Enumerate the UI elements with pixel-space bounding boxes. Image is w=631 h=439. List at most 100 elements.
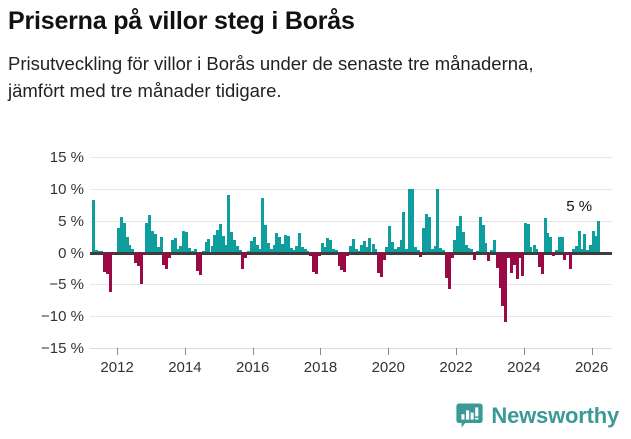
bar [408, 188, 412, 253]
bar [410, 189, 414, 253]
bar [120, 216, 124, 253]
plot-area: 5 % [90, 157, 612, 349]
bar [258, 249, 262, 253]
x-axis-tick-label: 2018 [303, 359, 338, 376]
bar [182, 231, 186, 253]
bar [300, 246, 304, 253]
bar [597, 220, 601, 253]
newsworthy-logo[interactable]: Newsworthy [456, 402, 619, 429]
bar [297, 232, 301, 253]
bar [492, 239, 496, 253]
bar [252, 236, 256, 253]
bar [532, 245, 536, 253]
bar [495, 252, 499, 268]
bar [190, 250, 194, 253]
bar [382, 252, 386, 260]
bar [329, 240, 333, 253]
gridline [90, 157, 612, 158]
bar [111, 252, 115, 255]
bar [337, 252, 341, 266]
bar [224, 244, 228, 253]
bar [583, 234, 587, 253]
bar [281, 244, 285, 253]
bar [213, 234, 217, 253]
bar [241, 252, 245, 270]
bar [535, 249, 539, 253]
bar [326, 237, 330, 253]
bar [416, 249, 420, 253]
bar [215, 229, 219, 253]
x-axis-tick-label: 2016 [236, 359, 270, 376]
bar [402, 212, 406, 253]
chart-footer: Newsworthy [0, 398, 631, 439]
x-axis-tick [523, 348, 525, 355]
y-axis-tick-label: −10 % [41, 308, 84, 326]
bar [374, 249, 378, 253]
chart-subtitle: Prisutveckling för villor i Borås under … [8, 53, 534, 101]
bar [425, 214, 429, 253]
chart-figure: 15 % 10 % 5 % 0 % −5 % −10 % −15 % 5 % 2012 201… [0, 145, 631, 395]
bar [348, 246, 352, 253]
bar [148, 214, 152, 253]
bar [388, 226, 392, 253]
bar [289, 248, 293, 253]
bar [450, 252, 454, 259]
bar [272, 244, 276, 253]
bar [442, 249, 446, 253]
x-axis-tick-label: 2014 [168, 359, 202, 376]
bar [261, 197, 265, 253]
x-axis-tick [388, 348, 390, 355]
bar [577, 231, 581, 253]
bar [456, 226, 460, 253]
bar [170, 239, 174, 253]
bar [537, 252, 541, 267]
page-title: Priserna på villor steg i Borås [8, 7, 355, 35]
bar [560, 236, 564, 253]
y-axis-tick-label: 5 % [58, 212, 84, 230]
bar [196, 252, 200, 271]
bar [588, 245, 592, 253]
bar [430, 249, 434, 253]
bar [202, 251, 206, 253]
bar [518, 252, 522, 259]
bar [436, 188, 440, 253]
bar [306, 250, 310, 253]
bar [490, 249, 494, 253]
bar [419, 252, 423, 257]
bar [385, 247, 389, 253]
bar [580, 249, 584, 253]
y-axis-tick-label: −15 % [41, 340, 84, 357]
x-axis-tick-label: 2020 [371, 359, 405, 376]
bar [312, 252, 316, 272]
bar [142, 252, 146, 256]
bar [105, 252, 109, 275]
bar [168, 252, 172, 259]
bar [207, 239, 211, 253]
bar-chart-speech-bubble-icon [456, 402, 484, 429]
bar [461, 232, 465, 253]
y-axis-tick-label: 15 % [49, 149, 84, 166]
bar [320, 242, 324, 253]
bar [360, 244, 363, 253]
bar [221, 235, 225, 253]
bar [264, 225, 268, 253]
bar [526, 223, 530, 253]
bar [554, 249, 558, 253]
bar [108, 252, 112, 292]
bar [340, 252, 344, 271]
bar [422, 227, 426, 253]
x-axis-tick [456, 348, 458, 355]
bar [227, 195, 231, 253]
bar [153, 234, 157, 253]
bar [399, 239, 403, 253]
bar [365, 246, 369, 253]
bar [176, 249, 180, 253]
bar [498, 252, 502, 289]
bar [464, 245, 468, 253]
bar [478, 217, 482, 253]
brand-name: Newsworthy [491, 402, 619, 428]
bar [591, 230, 595, 253]
x-axis: 2012 2014 2016 2018 2020 2022 2024 2026 [90, 348, 612, 392]
bar [354, 248, 358, 253]
